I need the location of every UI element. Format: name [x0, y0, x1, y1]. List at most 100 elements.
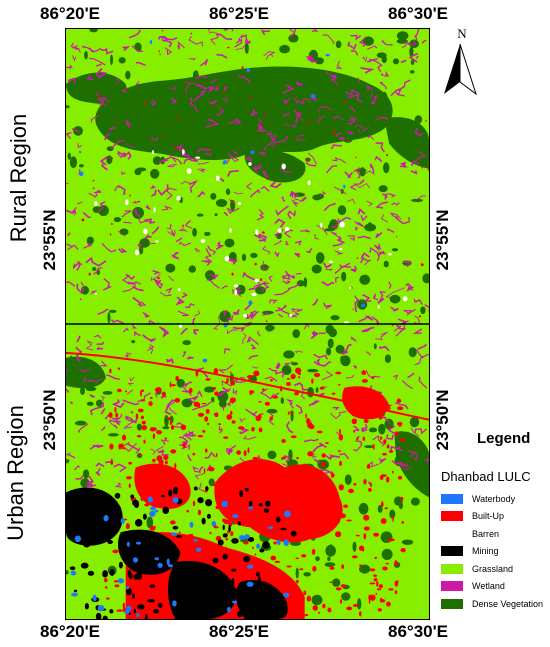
texture-blob — [307, 368, 319, 373]
texture-blob — [92, 267, 97, 271]
texture-stroke — [253, 166, 263, 169]
texture-stroke — [171, 156, 183, 165]
texture-stroke — [185, 82, 191, 95]
texture-stroke — [97, 308, 109, 315]
texture-stroke — [325, 268, 333, 271]
texture-stroke — [270, 135, 289, 144]
texture-stroke — [330, 231, 342, 240]
texture-blob — [229, 228, 232, 233]
texture-stroke — [88, 192, 98, 198]
texture-blob — [396, 38, 408, 44]
texture-blob — [260, 278, 263, 282]
texture-blob — [164, 437, 167, 440]
texture-blob — [394, 580, 399, 587]
texture-blob — [264, 401, 270, 406]
texture-stroke — [77, 201, 83, 205]
texture-blob — [153, 580, 159, 585]
texture-blob — [241, 253, 247, 262]
texture-blob — [243, 99, 248, 103]
texture-blob — [374, 400, 380, 405]
texture-blob — [169, 421, 173, 426]
texture-blob — [162, 426, 170, 430]
texture-blob — [276, 539, 281, 545]
texture-blob — [248, 500, 253, 507]
texture-stroke — [365, 370, 381, 380]
texture-stroke — [333, 115, 344, 121]
texture-stroke — [365, 84, 373, 91]
texture-blob — [378, 415, 383, 420]
texture-blob — [109, 233, 112, 236]
texture-blob — [255, 229, 259, 235]
texture-stroke — [161, 38, 173, 48]
texture-stroke — [188, 35, 203, 47]
texture-blob — [395, 236, 398, 238]
texture-blob — [230, 381, 236, 386]
texture-blob — [400, 547, 406, 553]
texture-stroke — [382, 193, 388, 200]
texture-blob — [106, 597, 110, 600]
texture-stroke — [192, 466, 201, 473]
texture-stroke — [122, 283, 136, 293]
texture-blob — [197, 434, 204, 438]
texture-blob — [421, 166, 423, 169]
texture-blob — [388, 404, 392, 407]
texture-stroke — [379, 81, 387, 90]
coord-left-upper: 23°55'N — [40, 209, 59, 271]
texture-stroke — [274, 228, 284, 238]
texture-blob — [195, 370, 199, 377]
texture-stroke — [227, 169, 239, 177]
texture-blob — [400, 496, 404, 501]
texture-stroke — [260, 29, 271, 36]
texture-stroke — [207, 118, 219, 126]
texture-stroke — [101, 243, 117, 253]
legend-swatch-built-up — [441, 511, 463, 522]
texture-stroke — [238, 75, 251, 84]
texture-stroke — [175, 296, 185, 306]
texture-stroke — [364, 259, 372, 266]
texture-blob — [137, 604, 145, 610]
texture-blob — [140, 591, 145, 594]
texture-blob — [157, 581, 160, 588]
texture-stroke — [169, 86, 177, 92]
texture-stroke — [387, 228, 395, 233]
texture-blob — [386, 444, 390, 449]
texture-blob — [147, 469, 150, 476]
texture-blob — [392, 516, 394, 523]
texture-blob — [311, 501, 314, 506]
texture-blob — [339, 513, 346, 519]
texture-stroke — [70, 42, 79, 51]
texture-stroke — [97, 201, 106, 213]
texture-stroke — [360, 423, 368, 431]
texture-stroke — [85, 340, 94, 351]
texture-stroke — [277, 313, 283, 318]
texture-blob — [109, 443, 114, 450]
texture-stroke — [424, 304, 429, 312]
texture-blob — [263, 475, 270, 480]
texture-stroke — [164, 404, 172, 416]
dense-vegetation-forest-6 — [66, 356, 106, 389]
texture-blob — [204, 448, 208, 453]
texture-blob — [269, 416, 273, 421]
texture-blob — [420, 306, 426, 315]
texture-stroke — [381, 442, 386, 447]
texture-stroke — [238, 34, 244, 41]
texture-stroke — [122, 45, 130, 52]
texture-blob — [327, 556, 331, 561]
texture-blob — [217, 84, 219, 87]
urban-region-label: Urban Region — [3, 405, 28, 541]
texture-blob — [188, 387, 193, 393]
texture-blob — [80, 386, 85, 395]
texture-blob — [228, 524, 231, 533]
texture-stroke — [147, 344, 155, 352]
texture-stroke — [67, 232, 71, 237]
texture-blob — [273, 580, 277, 584]
texture-stroke — [132, 281, 142, 286]
texture-blob — [237, 611, 243, 618]
texture-stroke — [159, 292, 172, 297]
texture-stroke — [195, 75, 208, 80]
texture-stroke — [400, 59, 407, 64]
texture-blob — [371, 376, 375, 379]
texture-stroke — [223, 348, 231, 354]
texture-blob — [252, 456, 259, 461]
texture-blob — [315, 252, 325, 264]
